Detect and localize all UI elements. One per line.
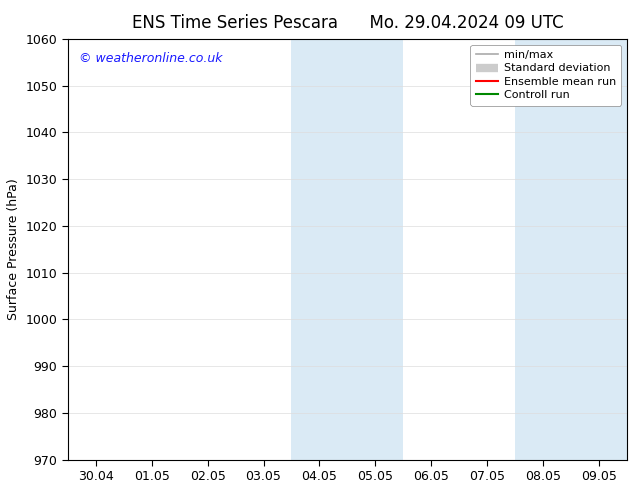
Bar xyxy=(571,39,627,460)
Bar xyxy=(347,39,403,460)
Title: ENS Time Series Pescara      Mo. 29.04.2024 09 UTC: ENS Time Series Pescara Mo. 29.04.2024 0… xyxy=(132,14,563,32)
Bar xyxy=(515,39,571,460)
Y-axis label: Surface Pressure (hPa): Surface Pressure (hPa) xyxy=(7,178,20,320)
Legend: min/max, Standard deviation, Ensemble mean run, Controll run: min/max, Standard deviation, Ensemble me… xyxy=(470,45,621,106)
Bar xyxy=(292,39,347,460)
Text: © weatheronline.co.uk: © weatheronline.co.uk xyxy=(79,51,223,65)
